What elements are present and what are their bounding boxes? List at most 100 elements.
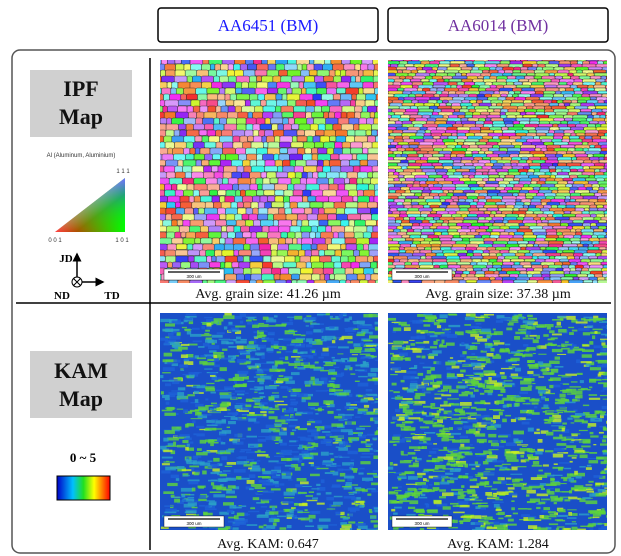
kam-speck xyxy=(559,316,564,321)
kam-speck xyxy=(260,402,268,405)
grain xyxy=(388,166,389,169)
kam-speck xyxy=(475,408,487,411)
grain xyxy=(484,183,500,188)
grain xyxy=(452,234,461,239)
grain xyxy=(499,189,508,194)
grain xyxy=(357,201,368,209)
header-box xyxy=(387,7,609,43)
grain xyxy=(349,159,361,167)
kam-speck xyxy=(273,429,280,433)
kam-speck xyxy=(265,436,276,441)
grain xyxy=(568,279,584,283)
grain xyxy=(553,117,565,122)
kam-speck xyxy=(349,513,353,517)
kam-speck xyxy=(569,460,573,463)
grain xyxy=(536,60,550,65)
kam-speck xyxy=(235,402,243,405)
kam-speck xyxy=(496,506,501,511)
grain xyxy=(304,147,312,155)
grain xyxy=(423,102,435,107)
kam-speck xyxy=(258,443,263,448)
kam-speck xyxy=(331,340,336,344)
grain xyxy=(458,204,471,209)
kam-speck xyxy=(453,511,465,514)
kam-speck xyxy=(571,521,577,523)
grain xyxy=(289,153,303,161)
grain xyxy=(549,120,562,125)
grain xyxy=(438,150,452,155)
grain xyxy=(373,267,378,274)
kam-speck xyxy=(480,350,487,353)
kam-speck xyxy=(429,335,438,338)
grain xyxy=(473,198,479,203)
grain xyxy=(538,174,551,179)
grain xyxy=(207,105,217,113)
grain xyxy=(204,123,214,130)
kam-speck xyxy=(217,354,221,357)
grain xyxy=(604,234,607,239)
grain xyxy=(199,147,211,156)
grain xyxy=(464,153,473,157)
kam-speck xyxy=(360,357,365,360)
kam-speck xyxy=(350,509,356,513)
grain xyxy=(199,189,210,197)
kam-speck xyxy=(535,386,547,390)
grain xyxy=(588,255,598,259)
grain xyxy=(370,273,378,281)
kam-speck xyxy=(172,381,180,385)
grain xyxy=(520,90,536,95)
kam-speck xyxy=(321,335,327,339)
grain xyxy=(249,255,264,262)
kam-speck xyxy=(580,525,589,527)
kam-speck xyxy=(262,406,269,409)
kam-speck xyxy=(265,424,275,429)
kam-speck xyxy=(354,487,362,489)
kam-speck xyxy=(286,513,294,518)
kam-speck xyxy=(500,388,506,393)
kam-speck xyxy=(579,380,584,384)
kam-speck xyxy=(370,355,377,358)
kam-speck xyxy=(311,420,322,424)
kam-speck xyxy=(261,468,266,472)
grain xyxy=(316,165,323,173)
kam-speck xyxy=(402,437,412,441)
grain xyxy=(574,105,588,110)
kam-speck xyxy=(396,494,407,499)
kam-speck xyxy=(203,354,216,357)
kam-speck xyxy=(432,487,440,491)
kam-speck xyxy=(462,351,467,355)
kam-speck xyxy=(354,347,363,350)
kam-speck xyxy=(377,386,378,390)
kam-speck xyxy=(211,342,215,345)
grain xyxy=(593,69,607,73)
grain xyxy=(496,63,510,68)
grain xyxy=(605,87,607,92)
kam-speck xyxy=(357,410,365,414)
kam-speck xyxy=(193,461,205,465)
grain xyxy=(589,189,599,194)
kam-speck xyxy=(220,442,226,445)
kam-speck xyxy=(365,445,371,447)
kam-speck xyxy=(316,427,321,432)
grain xyxy=(172,261,182,268)
scale-bar-label: 300 um xyxy=(186,274,201,279)
kam-speck xyxy=(173,435,185,438)
grain xyxy=(233,249,239,257)
kam-speck xyxy=(517,419,522,421)
kam-speck xyxy=(226,509,234,513)
kam-speck xyxy=(252,397,263,399)
kam-speck xyxy=(359,467,365,470)
frame xyxy=(11,49,616,554)
colorbar xyxy=(56,475,111,501)
kam-speck xyxy=(188,480,199,485)
grain xyxy=(567,180,575,184)
kam-speck xyxy=(262,490,275,493)
grain xyxy=(262,279,276,283)
grain xyxy=(510,258,525,262)
kam-speck xyxy=(363,404,370,408)
kam-speck xyxy=(366,488,376,490)
grain xyxy=(180,261,191,269)
kam-speck xyxy=(210,472,222,475)
kam-speck xyxy=(296,411,308,415)
kam-speck xyxy=(219,403,229,408)
